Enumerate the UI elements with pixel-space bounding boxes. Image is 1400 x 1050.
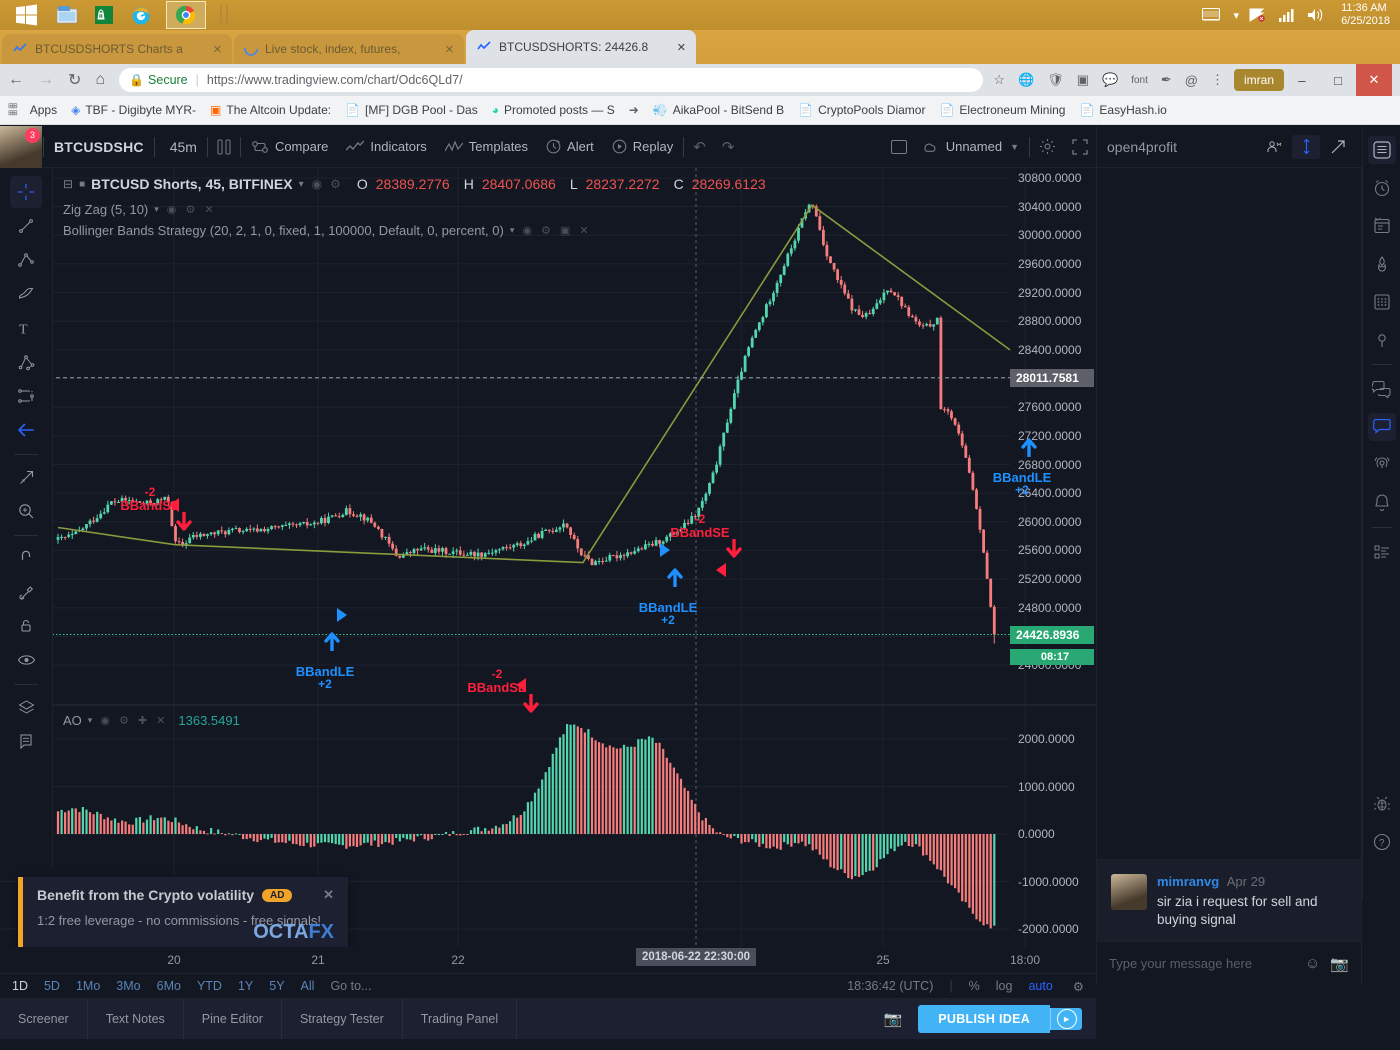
svg-text:?: ? [1379,838,1385,849]
svg-text:T: T [19,322,28,336]
